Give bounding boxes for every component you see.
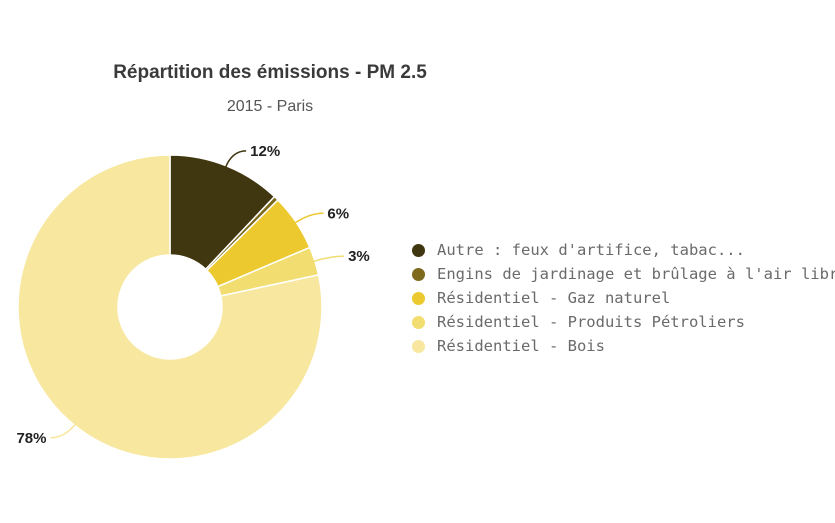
slice-autre-feux-d-artifice-tabac[interactable]: [169, 154, 276, 271]
legend-item-residentiel-produits-petroliers[interactable]: Résidentiel - Produits Pétroliers: [412, 310, 835, 334]
chart-legend: Autre : feux d'artifice, tabac... Engins …: [412, 238, 835, 358]
legend-marker: [412, 267, 425, 281]
legend-marker: [412, 243, 425, 257]
legend-label: Autre : feux d'artifice, tabac...: [437, 241, 745, 259]
data-label-residentiel-produits-petroliers: 3%: [348, 248, 370, 265]
chart-title: Répartition des émissions - PM 2.5: [113, 62, 427, 83]
data-label-autre-feux-d-artifice-tabac: 12%: [250, 143, 280, 160]
legend-label: Engins de jardinage et brûlage à l'air l…: [437, 265, 835, 283]
legend-marker: [412, 339, 425, 353]
chart-subtitle: 2015 - Paris: [226, 98, 314, 115]
data-label-residentiel-gaz-naturel: 6%: [327, 205, 349, 222]
connector-residentiel-gaz-naturel: [294, 212, 324, 224]
connector-residentiel-bois: [50, 423, 77, 439]
connector-residentiel-produits-petroliers: [312, 255, 345, 263]
legend-item-residentiel-gaz-naturel[interactable]: Résidentiel - Gaz naturel: [412, 286, 835, 310]
legend-item-engins-de-jardinage-et-brulage-a-l-air-libre[interactable]: Engins de jardinage et brûlage à l'air l…: [412, 262, 835, 286]
legend-label: Résidentiel - Produits Pétroliers: [437, 313, 745, 331]
legend-item-residentiel-bois[interactable]: Résidentiel - Bois: [412, 334, 835, 358]
legend-label: Résidentiel - Gaz naturel: [437, 289, 671, 307]
data-label-residentiel-bois: 78%: [16, 430, 46, 447]
legend-item-autre-feux-d-artifice-tabac[interactable]: Autre : feux d'artifice, tabac...: [412, 238, 835, 262]
legend-label: Résidentiel - Bois: [437, 337, 605, 355]
legend-marker: [412, 315, 425, 329]
legend-marker: [412, 291, 425, 305]
slice-residentiel-bois[interactable]: [17, 154, 323, 460]
connector-autre-feux-d-artifice-tabac: [224, 150, 247, 168]
